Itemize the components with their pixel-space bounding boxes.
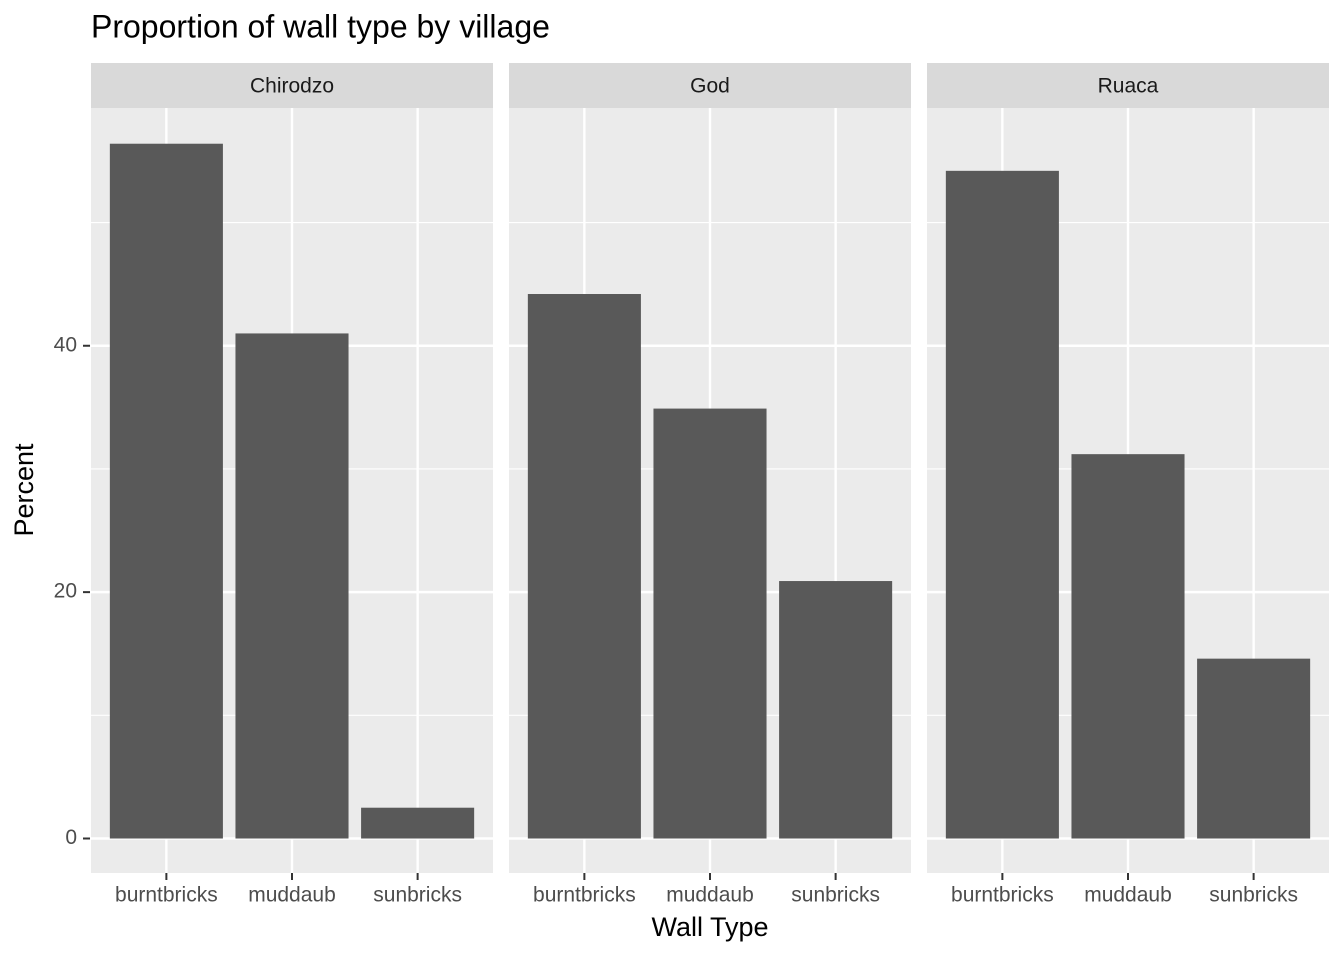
x-tick-label: muddaub <box>666 884 754 907</box>
x-tick-label: burntbricks <box>533 884 636 907</box>
x-tick-label: burntbricks <box>951 884 1054 907</box>
bar <box>945 170 1059 839</box>
bar <box>109 143 223 839</box>
strip-background <box>509 63 911 108</box>
bar <box>527 294 641 839</box>
x-tick-label: muddaub <box>248 884 336 907</box>
x-tick-label: sunbricks <box>373 884 462 907</box>
x-tick-label: sunbricks <box>791 884 880 907</box>
y-axis-title: Percent <box>9 443 39 537</box>
x-tick-label: burntbricks <box>115 884 218 907</box>
bar <box>235 333 349 839</box>
chart-title: Proportion of wall type by village <box>91 8 550 44</box>
bar <box>1071 454 1185 839</box>
x-tick-label: sunbricks <box>1209 884 1298 907</box>
strip-label: Ruaca <box>1098 75 1159 98</box>
y-tick-label: 40 <box>54 333 77 356</box>
y-tick-label: 0 <box>65 826 77 849</box>
strip-background <box>927 63 1329 108</box>
bar <box>1197 658 1311 839</box>
x-tick-label: muddaub <box>1084 884 1172 907</box>
strip-background <box>91 63 493 108</box>
bar <box>779 581 893 839</box>
bar <box>361 807 475 839</box>
y-tick-label: 20 <box>54 580 77 603</box>
bar <box>653 408 767 839</box>
x-axis-title: Wall Type <box>651 912 768 942</box>
strip-label: Chirodzo <box>250 75 334 98</box>
strip-label: God <box>690 75 730 98</box>
